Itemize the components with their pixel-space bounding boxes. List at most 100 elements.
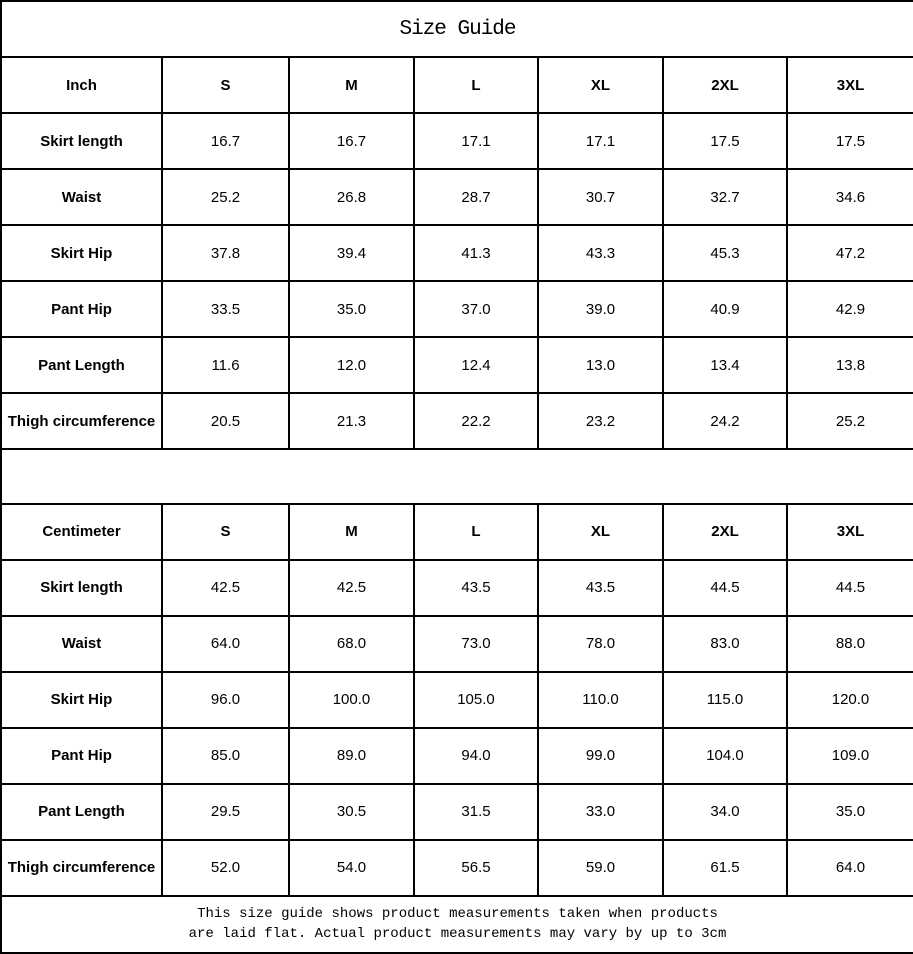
table-row: Skirt length 42.5 42.5 43.5 43.5 44.5 44.5 — [0, 558, 913, 617]
size-value-cell: 59.0 — [537, 838, 664, 897]
size-value-cell: 40.9 — [662, 280, 788, 339]
size-value-cell: 94.0 — [413, 726, 539, 785]
size-value-cell: 44.5 — [662, 558, 788, 617]
size-value-cell: 22.2 — [413, 392, 539, 451]
footer-note: This size guide shows product measuremen… — [0, 894, 913, 954]
size-value-cell: 47.2 — [785, 224, 913, 283]
size-value-cell: 96.0 — [161, 670, 290, 729]
table-row: Skirt length 16.7 16.7 17.1 17.1 17.5 17.5 — [0, 112, 913, 171]
footer-section: This size guide shows product measuremen… — [0, 894, 913, 954]
size-value-cell: 105.0 — [413, 670, 539, 729]
size-value-cell: 17.1 — [413, 112, 539, 171]
size-value-cell: 64.0 — [161, 614, 290, 673]
size-value-cell: 73.0 — [413, 614, 539, 673]
table-row: Skirt Hip 37.8 39.4 41.3 43.3 45.3 47.2 — [0, 224, 913, 283]
size-value-cell: 56.5 — [413, 838, 539, 897]
spacer-cell — [0, 448, 913, 505]
size-value-cell: 16.7 — [161, 112, 290, 171]
size-column-header-2xl: 2XL — [662, 502, 788, 561]
table-row: Thigh circumference 52.0 54.0 56.5 59.0 61.5 6… — [0, 838, 913, 897]
size-value-cell: 88.0 — [785, 614, 913, 673]
size-column-header-l: L — [413, 502, 539, 561]
size-value-cell: 13.8 — [785, 336, 913, 395]
size-value-cell: 12.4 — [413, 336, 539, 395]
size-value-cell: 17.1 — [537, 112, 664, 171]
size-value-cell: 33.0 — [537, 782, 664, 841]
table-row: Skirt Hip 96.0 100.0 105.0 110.0 115.0 120.0 — [0, 670, 913, 729]
size-column-header-l: L — [413, 56, 539, 115]
size-value-cell: 104.0 — [662, 726, 788, 785]
size-value-cell: 85.0 — [161, 726, 290, 785]
table-row: Pant Hip 85.0 89.0 94.0 99.0 104.0 109.0 — [0, 726, 913, 785]
size-value-cell: 110.0 — [537, 670, 664, 729]
size-header-row: Centimeter S M L XL 2XL 3XL — [0, 502, 913, 561]
size-value-cell: 28.7 — [413, 168, 539, 227]
size-value-cell: 30.7 — [537, 168, 664, 227]
unit-header: Inch — [0, 56, 163, 115]
table-row: Pant Hip 33.5 35.0 37.0 39.0 40.9 42.9 — [0, 280, 913, 339]
row-label: Thigh circumference — [0, 838, 163, 897]
size-column-header-xl: XL — [537, 56, 664, 115]
size-value-cell: 64.0 — [785, 838, 913, 897]
title-section: Size Guide — [0, 0, 913, 59]
size-value-cell: 41.3 — [413, 224, 539, 283]
size-value-cell: 100.0 — [288, 670, 415, 729]
size-value-cell: 24.2 — [662, 392, 788, 451]
size-value-cell: 43.5 — [537, 558, 664, 617]
size-value-cell: 17.5 — [662, 112, 788, 171]
footer-note-line-1: This size guide shows product measuremen… — [197, 906, 718, 923]
size-value-cell: 44.5 — [785, 558, 913, 617]
size-column-header-3xl: 3XL — [785, 502, 913, 561]
size-value-cell: 42.5 — [288, 558, 415, 617]
size-value-cell: 45.3 — [662, 224, 788, 283]
size-column-header-m: M — [288, 56, 415, 115]
spacer-section — [0, 448, 913, 505]
size-column-header-2xl: 2XL — [662, 56, 788, 115]
size-value-cell: 42.9 — [785, 280, 913, 339]
row-label: Waist — [0, 168, 163, 227]
row-label: Skirt Hip — [0, 224, 163, 283]
table-row: Waist 64.0 68.0 73.0 78.0 83.0 88.0 — [0, 614, 913, 673]
size-value-cell: 25.2 — [785, 392, 913, 451]
row-label: Pant Hip — [0, 280, 163, 339]
size-column-header-s: S — [161, 56, 290, 115]
size-value-cell: 30.5 — [288, 782, 415, 841]
title-row: Size Guide — [0, 0, 913, 59]
size-value-cell: 37.0 — [413, 280, 539, 339]
size-value-cell: 109.0 — [785, 726, 913, 785]
row-label: Pant Length — [0, 782, 163, 841]
size-value-cell: 29.5 — [161, 782, 290, 841]
size-column-header-xl: XL — [537, 502, 664, 561]
size-value-cell: 11.6 — [161, 336, 290, 395]
size-value-cell: 43.3 — [537, 224, 664, 283]
size-value-cell: 52.0 — [161, 838, 290, 897]
spacer-row — [0, 448, 913, 505]
size-value-cell: 12.0 — [288, 336, 415, 395]
size-value-cell: 35.0 — [288, 280, 415, 339]
table-row: Pant Length 11.6 12.0 12.4 13.0 13.4 13.8 — [0, 336, 913, 395]
size-value-cell: 39.0 — [537, 280, 664, 339]
size-value-cell: 89.0 — [288, 726, 415, 785]
size-value-cell: 61.5 — [662, 838, 788, 897]
unit-header: Centimeter — [0, 502, 163, 561]
row-label: Pant Hip — [0, 726, 163, 785]
size-value-cell: 17.5 — [785, 112, 913, 171]
row-label: Skirt Hip — [0, 670, 163, 729]
row-label: Skirt length — [0, 112, 163, 171]
size-value-cell: 115.0 — [662, 670, 788, 729]
size-value-cell: 83.0 — [662, 614, 788, 673]
size-value-cell: 34.6 — [785, 168, 913, 227]
size-value-cell: 31.5 — [413, 782, 539, 841]
size-value-cell: 16.7 — [288, 112, 415, 171]
row-label: Waist — [0, 614, 163, 673]
size-column-header-3xl: 3XL — [785, 56, 913, 115]
size-column-header-s: S — [161, 502, 290, 561]
size-value-cell: 33.5 — [161, 280, 290, 339]
footer-row: This size guide shows product measuremen… — [0, 894, 913, 954]
size-value-cell: 23.2 — [537, 392, 664, 451]
size-value-cell: 37.8 — [161, 224, 290, 283]
size-column-header-m: M — [288, 502, 415, 561]
row-label: Thigh circumference — [0, 392, 163, 451]
size-value-cell: 54.0 — [288, 838, 415, 897]
